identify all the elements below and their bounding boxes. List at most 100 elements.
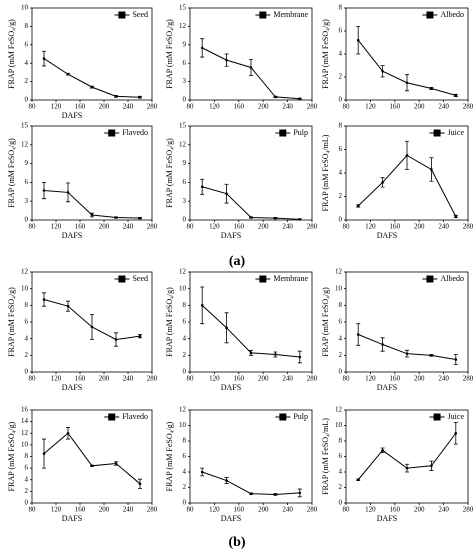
y-tick-label: 4 xyxy=(183,334,187,342)
data-point xyxy=(114,338,118,341)
data-point xyxy=(225,58,228,62)
legend-label: Flavedo xyxy=(122,128,148,137)
data-point xyxy=(405,352,409,355)
x-tick-label: 120 xyxy=(51,103,62,111)
y-tick-label: 9 xyxy=(183,40,187,48)
legend-label: Juice xyxy=(448,412,465,421)
x-axis-label: DAFS xyxy=(377,514,397,523)
y-tick-label: 9 xyxy=(25,159,29,167)
data-point xyxy=(200,46,204,50)
data-point xyxy=(298,355,302,359)
data-point xyxy=(381,343,384,346)
x-axis-label: DAFS xyxy=(221,383,241,392)
x-tick-label: 200 xyxy=(414,103,425,111)
data-point xyxy=(90,464,94,468)
y-tick-label: 14 xyxy=(21,417,29,425)
y-tick-label: 2 xyxy=(339,483,343,491)
y-tick-label: 8 xyxy=(183,301,187,309)
y-tick-label: 6 xyxy=(25,40,29,48)
x-tick-label: 280 xyxy=(463,375,474,383)
data-point xyxy=(66,304,70,308)
x-axis-label: DAFS xyxy=(377,383,397,392)
y-tick-label: 10 xyxy=(335,421,343,429)
plot-frame xyxy=(189,7,313,101)
legend-label: Pulp xyxy=(293,412,308,421)
x-tick-label: 160 xyxy=(390,103,401,111)
y-axis-label: FRAP (mM FeSO₄/g) xyxy=(165,421,174,491)
y-tick-label: 10 xyxy=(21,4,29,12)
x-tick-label: 120 xyxy=(51,375,62,383)
y-axis-label: FRAP (mM FeSO₄/g) xyxy=(165,138,174,208)
x-tick-label: 240 xyxy=(438,223,449,231)
data-point xyxy=(249,351,253,355)
x-tick-label: 280 xyxy=(463,223,474,231)
x-tick-label: 200 xyxy=(414,375,425,383)
x-tick-label: 120 xyxy=(51,506,62,514)
y-axis-label: FRAP (mM FeSO₄/g) xyxy=(321,287,330,357)
y-tick-label: 4 xyxy=(25,334,29,342)
data-point xyxy=(298,218,302,221)
y-tick-label: 10 xyxy=(179,421,187,429)
data-line xyxy=(202,186,300,220)
x-tick-label: 240 xyxy=(123,223,134,231)
y-tick-label: 2 xyxy=(183,351,187,359)
x-tick-label: 280 xyxy=(463,506,474,514)
y-tick-label: 4 xyxy=(25,59,29,67)
y-axis-label: FRAP (mM FeSO₄/g) xyxy=(7,138,16,208)
x-tick-label: 80 xyxy=(187,103,195,111)
x-tick-label: 80 xyxy=(343,103,351,111)
y-tick-label: 2 xyxy=(25,487,29,495)
x-tick-label: 200 xyxy=(99,375,110,383)
y-tick-label: 0 xyxy=(183,216,187,224)
data-point xyxy=(138,95,142,99)
y-tick-label: 0 xyxy=(25,368,29,376)
data-point xyxy=(430,464,433,468)
y-tick-label: 10 xyxy=(335,284,343,292)
data-point xyxy=(200,304,204,307)
y-axis-label: FRAP (mM FeSO₄/g) xyxy=(165,287,174,357)
panel-label: (b) xyxy=(228,535,245,550)
data-point xyxy=(66,431,70,435)
y-tick-label: 2 xyxy=(339,351,343,359)
y-axis-label: FRAP (mM FeSO₄/mL) xyxy=(321,134,330,211)
y-tick-label: 2 xyxy=(339,192,343,200)
x-tick-label: 160 xyxy=(234,103,245,111)
x-tick-label: 280 xyxy=(147,506,158,514)
y-tick-label: 6 xyxy=(339,318,343,326)
data-point xyxy=(454,94,458,97)
data-line xyxy=(202,471,300,495)
data-point xyxy=(405,154,409,157)
legend-label: Membrane xyxy=(273,274,308,283)
data-point xyxy=(66,72,70,76)
plot-frame xyxy=(189,271,313,373)
data-point xyxy=(225,326,228,330)
y-tick-label: 12 xyxy=(179,140,187,148)
x-tick-label: 120 xyxy=(365,223,376,231)
y-tick-label: 2 xyxy=(25,351,29,359)
data-point xyxy=(356,333,360,336)
y-tick-label: 6 xyxy=(183,452,187,460)
y-tick-label: 6 xyxy=(183,59,187,67)
data-point xyxy=(42,189,46,192)
data-point xyxy=(114,95,118,98)
x-axis-label: DAFS xyxy=(221,231,241,240)
data-point xyxy=(356,478,360,482)
x-axis-label: DAFS xyxy=(377,231,397,240)
x-axis-label: DAFS xyxy=(221,514,241,523)
y-tick-label: 10 xyxy=(21,440,29,448)
x-axis-label: DAFS xyxy=(62,514,82,523)
y-tick-label: 8 xyxy=(339,4,343,12)
plot-frame xyxy=(189,125,313,221)
y-tick-label: 0 xyxy=(339,96,343,104)
data-line xyxy=(43,58,141,98)
y-tick-label: 4 xyxy=(339,169,343,177)
data-point xyxy=(298,491,302,495)
legend-label: Flavedo xyxy=(122,412,148,421)
x-tick-label: 280 xyxy=(307,375,318,383)
data-point xyxy=(381,449,384,452)
x-tick-label: 80 xyxy=(29,375,37,383)
x-tick-label: 240 xyxy=(438,375,449,383)
y-tick-label: 12 xyxy=(179,22,187,30)
x-tick-label: 120 xyxy=(209,103,220,111)
